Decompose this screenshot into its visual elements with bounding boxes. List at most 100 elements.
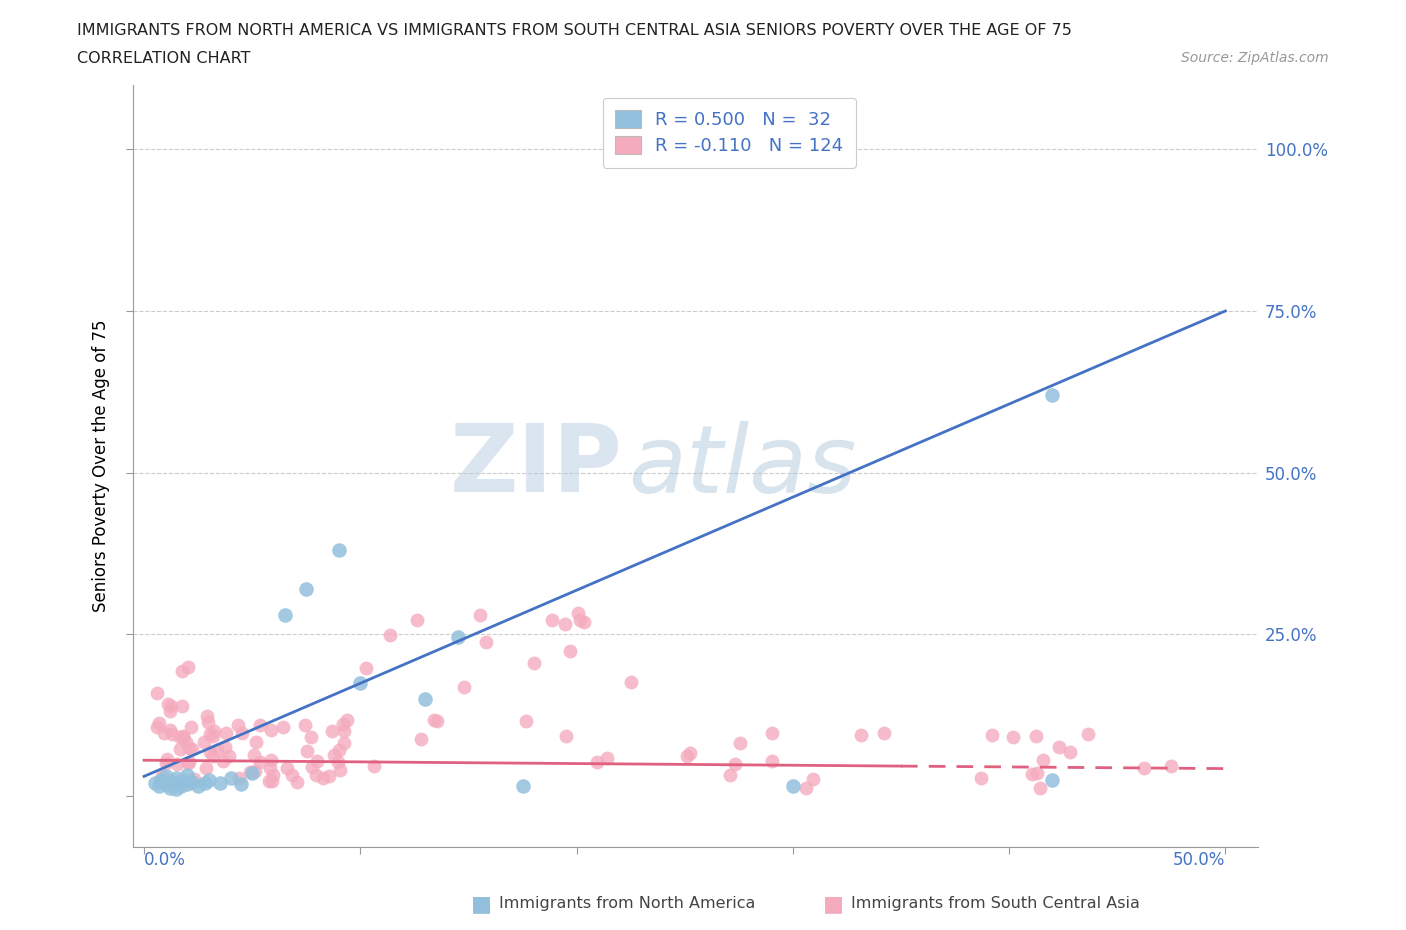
Point — [170, 698, 193, 713]
Point — [146, 685, 169, 700]
Point — [215, 725, 238, 740]
Point — [332, 724, 354, 738]
Point — [596, 751, 619, 765]
Point — [299, 730, 322, 745]
Point — [259, 723, 281, 737]
Point — [212, 753, 235, 768]
Point — [159, 703, 181, 718]
Point — [1160, 759, 1182, 774]
Point — [243, 748, 266, 763]
Point — [243, 764, 266, 778]
Point — [260, 752, 283, 767]
Point — [198, 745, 221, 760]
Point — [159, 723, 181, 737]
Point — [170, 664, 193, 679]
Point — [228, 770, 250, 785]
Point — [285, 775, 308, 790]
Point — [1040, 388, 1063, 403]
Point — [160, 698, 183, 713]
Point — [728, 736, 751, 751]
Point — [724, 757, 747, 772]
Point — [155, 777, 177, 791]
Point — [150, 768, 173, 783]
Point — [321, 724, 343, 738]
Point — [1077, 726, 1099, 741]
Point — [305, 767, 328, 782]
Point — [328, 742, 350, 757]
Text: ZIP: ZIP — [450, 420, 623, 512]
Point — [202, 724, 225, 738]
Point — [679, 745, 702, 760]
Point — [172, 728, 194, 743]
Point — [554, 729, 576, 744]
Point — [349, 675, 371, 690]
Text: CORRELATION CHART: CORRELATION CHART — [77, 51, 250, 66]
Point — [169, 729, 191, 744]
Point — [453, 680, 475, 695]
Point — [872, 725, 894, 740]
Point — [620, 675, 643, 690]
Point — [718, 767, 741, 782]
Point — [150, 775, 173, 790]
Point — [214, 739, 236, 754]
Point — [1133, 761, 1156, 776]
Point — [297, 743, 319, 758]
Point — [569, 613, 592, 628]
Point — [176, 777, 198, 791]
Point — [177, 755, 200, 770]
Point — [312, 771, 335, 786]
Point — [262, 767, 284, 782]
Point — [201, 728, 224, 743]
Text: Source: ZipAtlas.com: Source: ZipAtlas.com — [1181, 51, 1329, 65]
Point — [205, 742, 228, 757]
Point — [474, 634, 496, 649]
Point — [193, 735, 215, 750]
Point — [271, 719, 294, 734]
Point — [332, 735, 354, 750]
Point — [219, 770, 242, 785]
Point — [970, 770, 993, 785]
Point — [195, 708, 218, 723]
Point — [446, 630, 468, 644]
Point — [160, 726, 183, 741]
Point — [1026, 765, 1049, 780]
Legend: R = 0.500   N =  32, R = -0.110   N = 124: R = 0.500 N = 32, R = -0.110 N = 124 — [603, 98, 856, 167]
Point — [166, 757, 188, 772]
Point — [183, 771, 205, 786]
Point — [153, 725, 176, 740]
Point — [305, 754, 328, 769]
Point — [155, 769, 177, 784]
Point — [515, 714, 537, 729]
Point — [406, 613, 429, 628]
Point — [329, 763, 352, 777]
Point — [523, 656, 546, 671]
Point — [172, 772, 194, 787]
Point — [326, 755, 349, 770]
Point — [276, 761, 298, 776]
Point — [332, 717, 354, 732]
Point — [1025, 728, 1047, 743]
Point — [262, 774, 284, 789]
Point — [143, 776, 166, 790]
Point — [1029, 781, 1052, 796]
Point — [249, 718, 271, 733]
Point — [558, 644, 581, 658]
Text: 0.0%: 0.0% — [143, 851, 186, 869]
Point — [240, 765, 263, 780]
Point — [413, 691, 436, 706]
Point — [1059, 744, 1081, 759]
Point — [231, 777, 253, 791]
Point — [585, 755, 607, 770]
Point — [1040, 772, 1063, 787]
Point — [1032, 752, 1054, 767]
Point — [567, 605, 589, 620]
Point — [541, 613, 564, 628]
Point — [180, 774, 202, 789]
Point — [239, 765, 262, 780]
Point — [159, 780, 181, 795]
Point — [177, 740, 200, 755]
Point — [160, 774, 183, 789]
Point — [172, 730, 194, 745]
Point — [554, 617, 576, 631]
Text: 50.0%: 50.0% — [1173, 851, 1226, 869]
